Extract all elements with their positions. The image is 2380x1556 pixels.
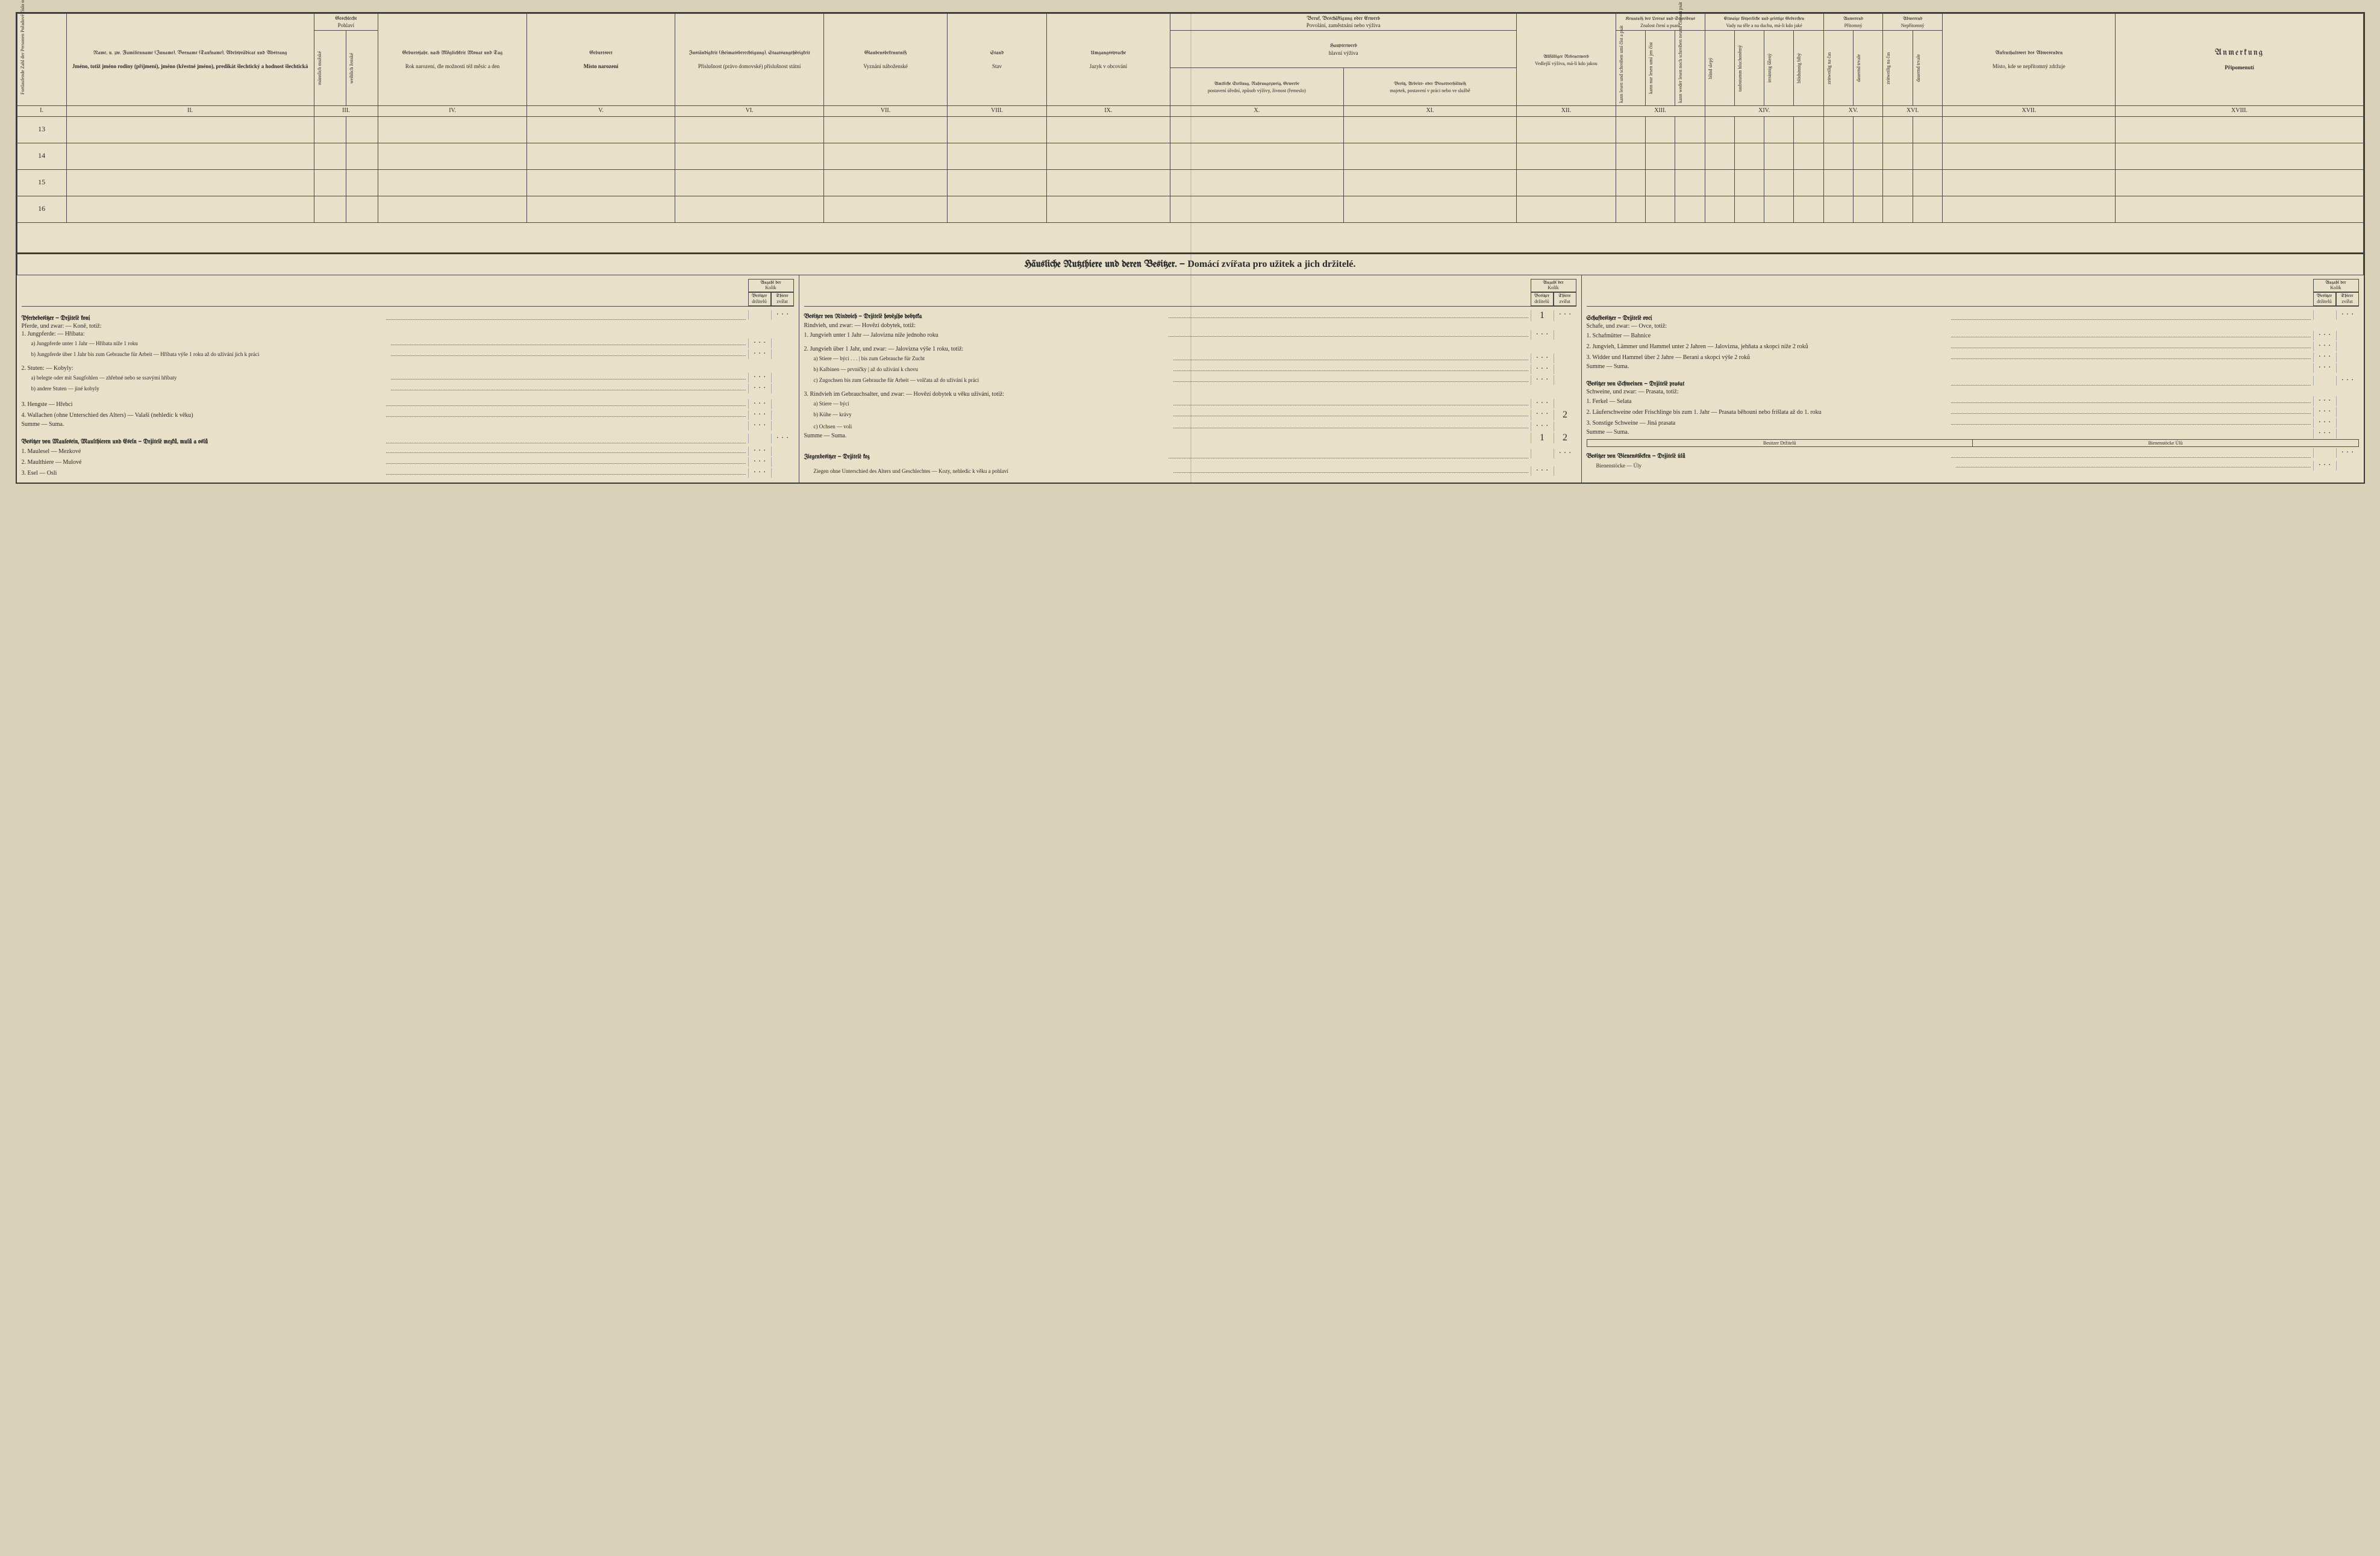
census-sheet: Fortlaufende Zahl der Personen Pořadové … [16, 12, 2365, 484]
col-citizenship: Zuständigkeit (Heimatsberechtigung), Sta… [675, 14, 824, 106]
col-def-b: taubstumm hluchoněmý [1734, 30, 1764, 105]
col-occ-b: Besitz, Arbeits- oder Dienstverhältniß m… [1343, 68, 1517, 105]
col-notes: Anmerkung Připomenutí [2116, 14, 2363, 106]
col-seq: Fortlaufende Zahl der Personen Pořadové … [17, 14, 66, 106]
col-name: Name, u. zw. Familienname (Zuname), Vorn… [66, 14, 314, 106]
col-def-d: blödsinnig blbý [1794, 30, 1823, 105]
col-absent: Abwesend Nepřítomný [1883, 14, 1943, 31]
col-male: männlich mužské [314, 30, 346, 105]
col-main-occ: Haupterwerb hlavní výživa [1170, 30, 1517, 68]
col-occ-a: Amtliche Stellung, Nahrungszweig, Gewerb… [1170, 68, 1344, 105]
value-cattle-sum-animals: 2 [1554, 433, 1576, 443]
col-literacy: Kenntniß des Lesens und Schreibens Znalo… [1616, 14, 1705, 31]
col-pres-b: dauernd trvale [1853, 30, 1882, 105]
col-birth: Geburtsjahr, nach Möglichkeit Monat und … [378, 14, 527, 106]
col-side-occ: Allfälliger Nebenerwerb Vedlejší výživa,… [1517, 14, 1616, 106]
col-sex: Geschlecht Pohlaví [314, 14, 378, 31]
value-cattle-owners: 1 [1531, 310, 1554, 321]
col-lit-c: kann weder lesen noch schreiben neumí čí… [1675, 30, 1705, 105]
col-pres-a: zeitweilig na čas [1823, 30, 1853, 105]
col-abs-b: dauernd trvale [1913, 30, 1942, 105]
count-header: Anzahl derKolik Besitzerdržitelů Thierez… [1587, 279, 2359, 307]
col-present: Anwesend Přítomný [1823, 14, 1883, 31]
col-lit-a: kann lesen und schreiben umí číst a psát [1616, 30, 1645, 105]
col-religion: Glaubensbekenntniß Vyznání náboženské [823, 14, 947, 106]
col-where: Aufenthaltsort des Abwesenden Místo, kde… [1942, 14, 2116, 106]
page-spine [1190, 13, 1192, 483]
value-cattle-sum-owners: 1 [1531, 433, 1554, 443]
count-header: Anzahl derKolik Besitzerdržitelů Thierez… [22, 279, 794, 307]
col-language: Umgangssprache Jazyk v obcování [1046, 14, 1170, 106]
col-birthplace: Geburtsort Místo narození [526, 14, 675, 106]
livestock-col-sheep-pigs: Anzahl derKolik Besitzerdržitelů Thierez… [1582, 275, 2364, 483]
col-occupation-top: Beruf, Beschäftigung oder Erwerb Povolán… [1170, 14, 1517, 31]
col-abs-a: zeitweilig na čas [1883, 30, 1913, 105]
beehive-box: Besitzer DržitelůBienenstöcke Úlů [1587, 439, 2359, 447]
value-cows: 2 [1554, 410, 1576, 420]
col-defects: Etwaige körperliche und geistige Gebrech… [1705, 14, 1823, 31]
col-def-a: blind slepý [1705, 30, 1734, 105]
livestock-col-horses: Anzahl derKolik Besitzerdržitelů Thierez… [17, 275, 799, 483]
col-lit-b: kann nur lesen umí jen číst [1645, 30, 1675, 105]
col-female: weiblich ženské [346, 30, 378, 105]
col-status: Stand Stav [948, 14, 1046, 106]
col-def-c: irrsinnig šílený [1764, 30, 1794, 105]
